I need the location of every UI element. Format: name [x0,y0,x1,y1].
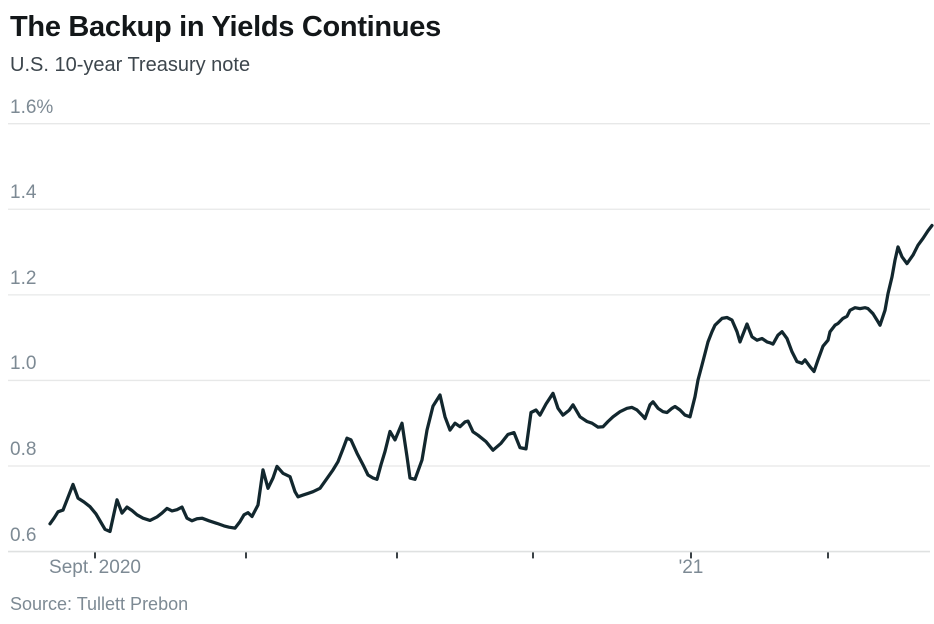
y-tick-label: 0.8 [10,439,37,461]
y-tick-label: 0.6 [10,524,37,546]
treasury-yield-line [48,223,934,534]
x-tick-label: '21 [678,557,704,578]
y-tick-label: 1.2 [10,267,37,289]
chart-title: The Backup in Yields Continues [10,11,441,43]
y-tick-label: 1.6% [10,96,54,118]
chart-subtitle: U.S. 10-year Treasury note [10,54,251,76]
source-credit: Source: Tullett Prebon [10,594,189,614]
y-tick-label: 1.4 [10,182,37,204]
y-tick-label: 1.0 [10,353,37,375]
x-tick-label: Sept. 2020 [49,557,141,578]
